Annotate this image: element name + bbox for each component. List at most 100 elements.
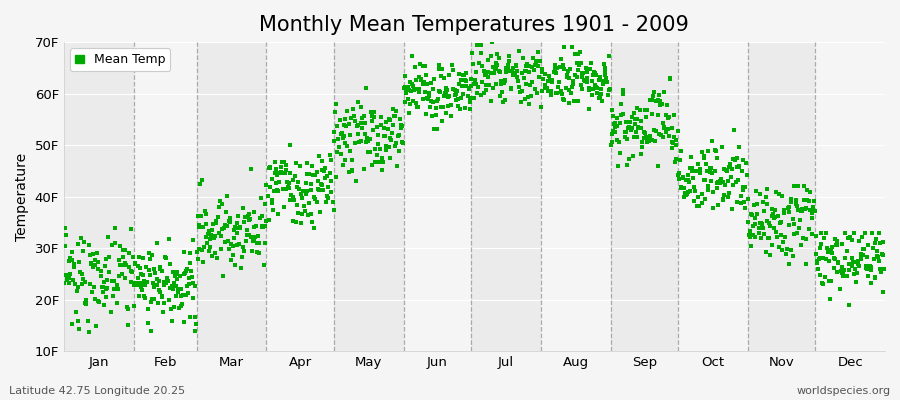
Point [454, 77, 468, 83]
Point [354, 138, 368, 144]
Point [221, 246, 236, 252]
Point [331, 136, 346, 142]
Point [424, 80, 438, 86]
Point [671, 172, 686, 178]
Point [730, 198, 744, 205]
Point [792, 225, 806, 232]
Point [867, 255, 881, 262]
Point [651, 111, 665, 118]
Point [593, 94, 608, 100]
Point [473, 50, 488, 57]
Point [432, 65, 446, 72]
Point [344, 114, 358, 121]
Point [494, 80, 508, 87]
Point [373, 145, 387, 152]
Point [315, 158, 329, 164]
Point [554, 88, 568, 94]
Point [408, 85, 422, 92]
Point [613, 120, 627, 126]
Point [766, 211, 780, 218]
Point [166, 304, 181, 310]
Point [698, 196, 712, 202]
Point [91, 298, 105, 304]
Point [777, 210, 791, 216]
Point [484, 70, 499, 76]
Point [375, 159, 390, 166]
Point [355, 125, 369, 131]
Point [263, 164, 277, 171]
Point [761, 235, 776, 241]
Point [684, 154, 698, 160]
Point [522, 62, 536, 69]
Point [464, 75, 478, 82]
Point [130, 274, 145, 281]
Point [629, 129, 643, 135]
Point [291, 179, 305, 186]
Point [233, 224, 248, 230]
Point [873, 266, 887, 272]
Point [876, 252, 890, 258]
Point [230, 242, 244, 248]
Point [179, 266, 194, 272]
Point [622, 124, 636, 131]
Point [661, 115, 675, 122]
Point [603, 142, 617, 148]
Point [814, 245, 828, 251]
Point [418, 72, 433, 78]
Point [528, 62, 543, 68]
Point [148, 266, 162, 272]
Point [511, 78, 526, 84]
Point [371, 132, 385, 138]
Point [366, 108, 381, 115]
Point [647, 127, 662, 133]
Point [203, 244, 218, 250]
Point [798, 205, 813, 212]
Point [191, 255, 205, 262]
Point [498, 78, 512, 84]
Point [230, 213, 245, 219]
Point [819, 230, 833, 236]
Point [211, 214, 225, 220]
Point [622, 119, 636, 125]
Point [631, 124, 645, 130]
Point [123, 268, 138, 274]
Point [330, 122, 345, 129]
Point [419, 95, 434, 101]
Point [75, 280, 89, 287]
Point [535, 66, 549, 72]
Point [724, 206, 739, 212]
Point [768, 214, 782, 220]
Point [556, 96, 571, 102]
Point [405, 98, 419, 104]
Point [800, 187, 814, 193]
Point [580, 79, 595, 86]
Point [385, 130, 400, 136]
Point [242, 210, 256, 217]
Point [90, 250, 104, 256]
Point [613, 150, 627, 156]
Point [228, 224, 242, 230]
Point [670, 128, 685, 135]
Point [57, 280, 71, 286]
Point [501, 53, 516, 60]
Point [178, 268, 193, 274]
Point [445, 62, 459, 68]
Point [171, 286, 185, 292]
Point [469, 69, 483, 75]
Point [137, 278, 151, 284]
Point [68, 281, 83, 287]
Point [657, 89, 671, 95]
Point [361, 148, 375, 155]
Point [146, 280, 160, 286]
Point [843, 234, 858, 240]
Bar [471, 42, 541, 351]
Point [88, 296, 103, 302]
Point [851, 262, 866, 269]
Point [560, 72, 574, 78]
Point [738, 184, 752, 190]
Point [440, 87, 454, 93]
Point [189, 321, 203, 328]
Point [209, 220, 223, 226]
Point [689, 168, 704, 174]
Point [588, 82, 602, 88]
